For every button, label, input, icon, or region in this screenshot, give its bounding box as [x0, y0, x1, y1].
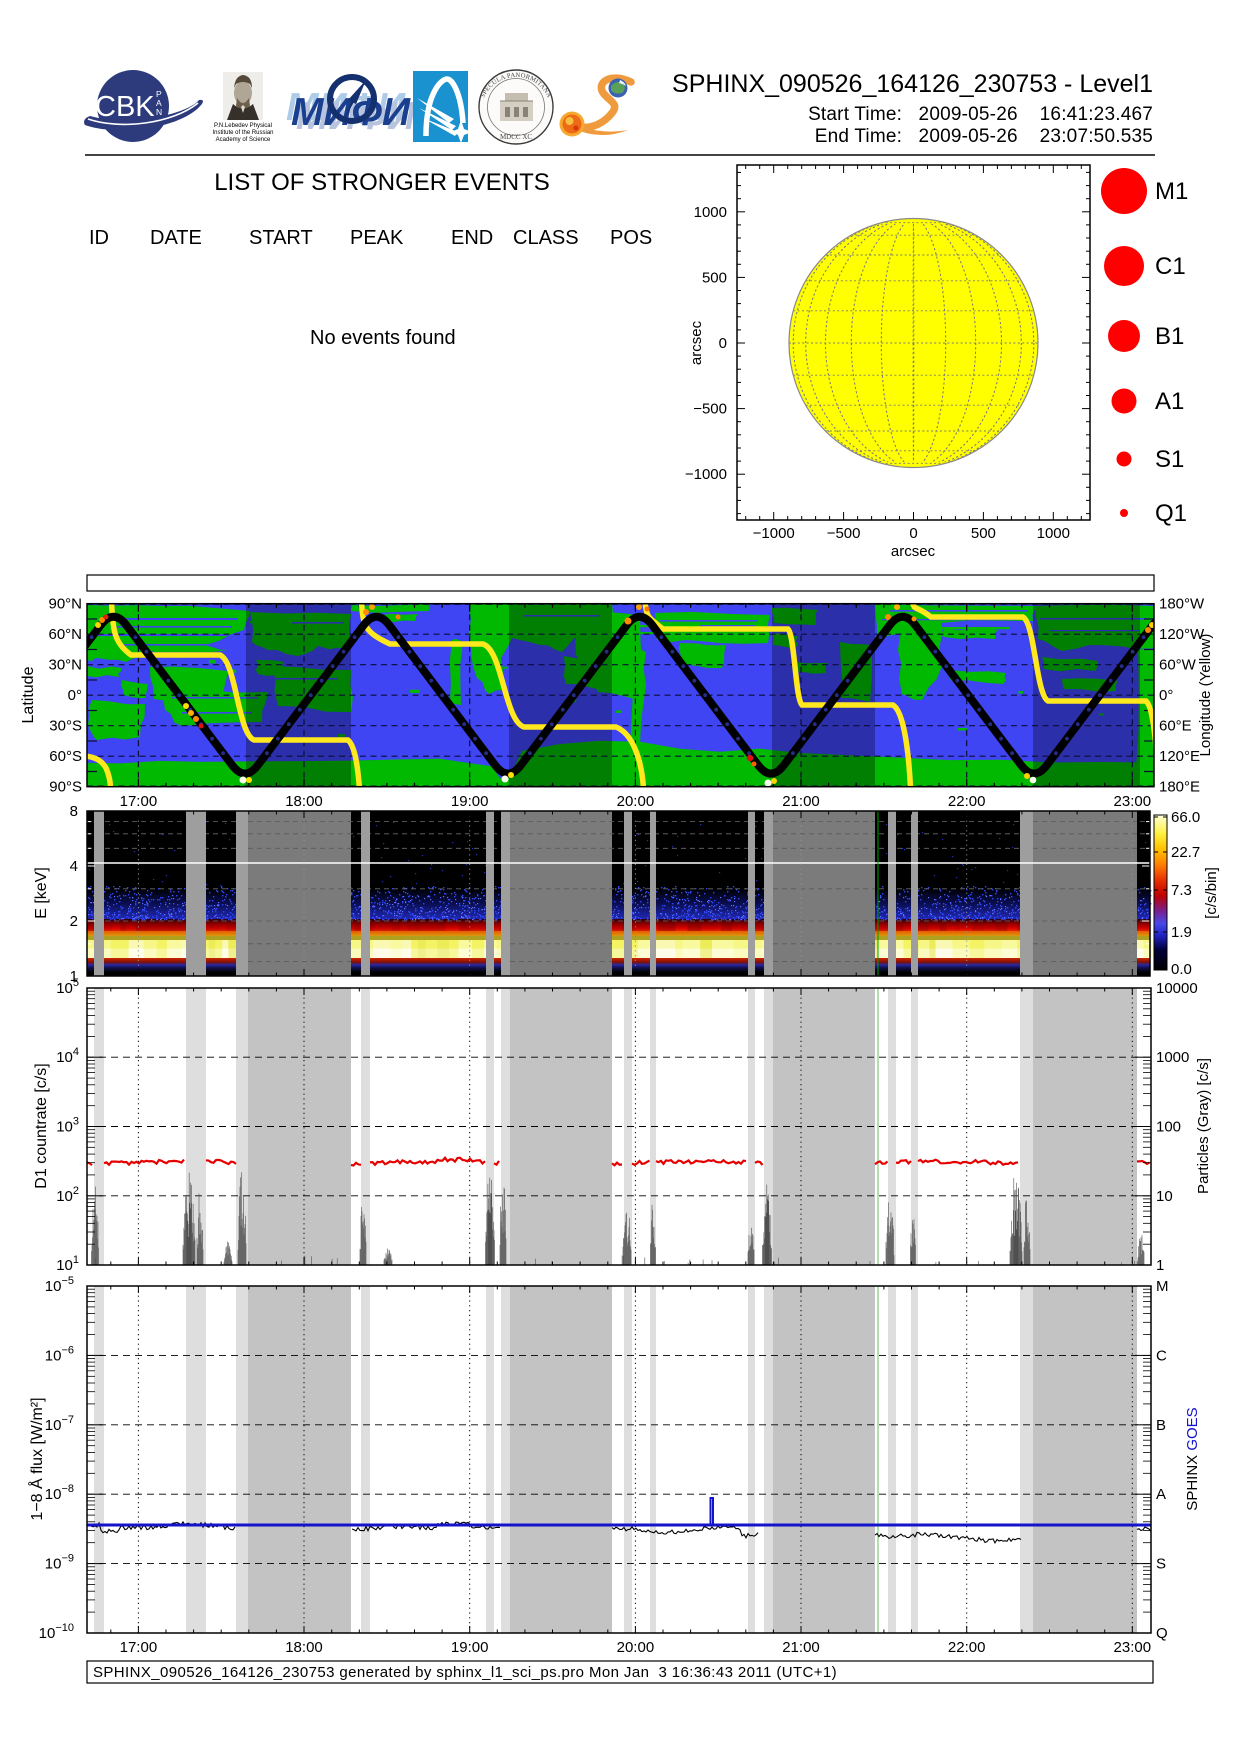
svg-text:0°: 0° [68, 687, 82, 704]
svg-text:23:00: 23:00 [1114, 793, 1152, 810]
svg-text:60°E: 60°E [1159, 718, 1192, 735]
svg-text:END: END [451, 227, 493, 249]
svg-text:21:00: 21:00 [782, 1639, 820, 1656]
svg-text:P.N.Lebedev Physical: P.N.Lebedev Physical [214, 123, 272, 129]
svg-text:CBK: CBK [95, 91, 155, 123]
svg-text:S: S [1156, 1556, 1166, 1573]
svg-text:START: START [249, 227, 313, 249]
svg-text:P: P [156, 89, 162, 99]
svg-text:21:00: 21:00 [782, 793, 820, 810]
svg-text:120°E: 120°E [1159, 748, 1200, 765]
svg-text:arcsec: arcsec [688, 320, 705, 365]
svg-text:1: 1 [70, 968, 78, 985]
svg-text:POS: POS [610, 227, 652, 249]
svg-text:No events found: No events found [310, 327, 456, 349]
svg-text:Start Time: 2009-05-26 16: Start Time: 2009-05-26 16:41:23.467 [808, 104, 1153, 125]
svg-text:Institute of the Russian: Institute of the Russian [212, 130, 273, 136]
svg-text:1: 1 [1156, 1257, 1164, 1274]
svg-text:0: 0 [909, 525, 917, 542]
svg-text:SPHINX GOES: SPHINX GOES [1184, 1407, 1201, 1510]
svg-text:SPHINX_090526_164126_230753 -: SPHINX_090526_164126_230753 - Level1 [672, 70, 1153, 98]
svg-text:180°E: 180°E [1159, 779, 1200, 796]
svg-text:SPHINX_090526_164126_230753 ge: SPHINX_090526_164126_230753 generated by… [93, 1664, 837, 1681]
svg-text:MDCC XC: MDCC XC [500, 133, 532, 141]
svg-text:DATE: DATE [150, 227, 202, 249]
svg-text:22:00: 22:00 [948, 793, 986, 810]
svg-text:60°S: 60°S [49, 748, 82, 765]
svg-text:N: N [156, 107, 162, 117]
svg-text:arcsec: arcsec [891, 543, 936, 560]
svg-text:180°W: 180°W [1159, 596, 1205, 613]
svg-text:A: A [1156, 1486, 1166, 1503]
svg-text:Academy of Science: Academy of Science [216, 137, 271, 143]
svg-text:500: 500 [971, 525, 996, 542]
svg-text:0.0: 0.0 [1171, 961, 1192, 978]
svg-text:A1: A1 [1155, 388, 1184, 415]
svg-text:Latitude: Latitude [20, 666, 37, 723]
svg-text:23:00: 23:00 [1114, 1639, 1152, 1656]
svg-text:M1: M1 [1155, 178, 1188, 205]
svg-text:500: 500 [702, 269, 727, 286]
svg-text:PEAK: PEAK [350, 227, 404, 249]
svg-text:17:00: 17:00 [120, 1639, 158, 1656]
svg-text:17:00: 17:00 [120, 793, 158, 810]
svg-text:Q1: Q1 [1155, 500, 1187, 527]
svg-text:1.9: 1.9 [1171, 924, 1192, 941]
svg-text:10: 10 [1156, 1188, 1173, 1205]
svg-text:−500: −500 [693, 401, 727, 418]
svg-text:18:00: 18:00 [285, 1639, 323, 1656]
svg-text:E [keV]: E [keV] [33, 867, 50, 919]
svg-text:10000: 10000 [1156, 980, 1198, 997]
svg-text:D1 countrate [c/s]: D1 countrate [c/s] [33, 1063, 50, 1188]
svg-text:30°S: 30°S [49, 718, 82, 735]
svg-text:22:00: 22:00 [948, 1639, 986, 1656]
svg-text:30°N: 30°N [48, 657, 82, 674]
svg-text:End Time: 2009-05-26 23:0: End Time: 2009-05-26 23:07:50.535 [815, 126, 1153, 147]
svg-text:1000: 1000 [1156, 1049, 1189, 1066]
svg-text:M: M [1156, 1278, 1169, 1295]
svg-text:120°W: 120°W [1159, 626, 1205, 643]
svg-text:Particles (Gray) [c/s]: Particles (Gray) [c/s] [1195, 1058, 1212, 1194]
svg-text:19:00: 19:00 [451, 1639, 489, 1656]
svg-text:Q: Q [1156, 1625, 1168, 1642]
svg-text:7.3: 7.3 [1171, 882, 1192, 899]
svg-text:60°N: 60°N [48, 626, 82, 643]
svg-text:90°S: 90°S [49, 779, 82, 796]
svg-text:[c/s/bin]: [c/s/bin] [1203, 867, 1220, 919]
svg-text:100: 100 [1156, 1119, 1181, 1136]
svg-text:1000: 1000 [1037, 525, 1070, 542]
svg-text:−1000: −1000 [685, 466, 727, 483]
svg-text:60°W: 60°W [1159, 657, 1197, 674]
svg-text:2: 2 [70, 913, 78, 930]
svg-text:A: A [156, 98, 162, 108]
svg-text:−500: −500 [827, 525, 861, 542]
svg-text:ID: ID [89, 227, 109, 249]
svg-text:0°: 0° [1159, 687, 1173, 704]
svg-text:4: 4 [70, 858, 78, 875]
svg-text:B1: B1 [1155, 323, 1184, 350]
svg-text:CLASS: CLASS [513, 227, 579, 249]
svg-text:−1000: −1000 [753, 525, 795, 542]
svg-text:LIST OF STRONGER EVENTS: LIST OF STRONGER EVENTS [214, 169, 550, 196]
svg-text:C: C [1156, 1347, 1167, 1364]
svg-text:19:00: 19:00 [451, 793, 489, 810]
svg-text:66.0: 66.0 [1171, 809, 1200, 826]
svg-text:18:00: 18:00 [285, 793, 323, 810]
svg-text:S1: S1 [1155, 446, 1184, 473]
svg-text:0: 0 [719, 335, 727, 352]
svg-text:1000: 1000 [694, 204, 727, 221]
svg-text:C1: C1 [1155, 253, 1186, 280]
svg-text:90°N: 90°N [48, 596, 82, 613]
svg-text:20:00: 20:00 [617, 793, 655, 810]
svg-text:8: 8 [70, 803, 78, 820]
svg-text:20:00: 20:00 [617, 1639, 655, 1656]
svg-text:Longitude (Yellow): Longitude (Yellow) [1197, 634, 1214, 757]
svg-text:B: B [1156, 1417, 1166, 1434]
svg-text:1−8 Å flux [W/m²]: 1−8 Å flux [W/m²] [27, 1397, 46, 1520]
svg-text:22.7: 22.7 [1171, 844, 1200, 861]
